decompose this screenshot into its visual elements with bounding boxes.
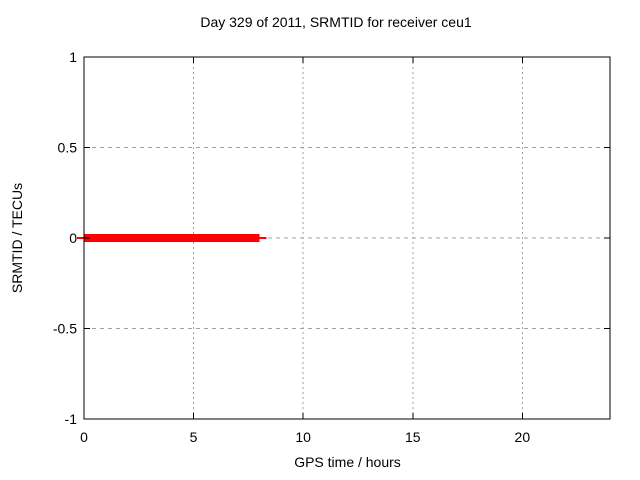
y-tick-label: 0.5 — [58, 140, 78, 156]
y-axis-label: SRMTID / TECUs — [9, 182, 25, 294]
x-tick-label: 15 — [405, 429, 421, 445]
x-axis-label: GPS time / hours — [294, 454, 401, 470]
x-tick-label: 10 — [295, 429, 311, 445]
x-tick-label: 5 — [190, 429, 198, 445]
x-tick-label: 20 — [515, 429, 531, 445]
y-tick-label: 1 — [69, 49, 77, 65]
y-tick-label: -0.5 — [53, 321, 77, 337]
y-tick-label: 0 — [69, 230, 77, 246]
y-tick-label: -1 — [65, 411, 78, 427]
chart-title: Day 329 of 2011, SRMTID for receiver ceu… — [200, 14, 472, 30]
x-tick-label: 0 — [80, 429, 88, 445]
